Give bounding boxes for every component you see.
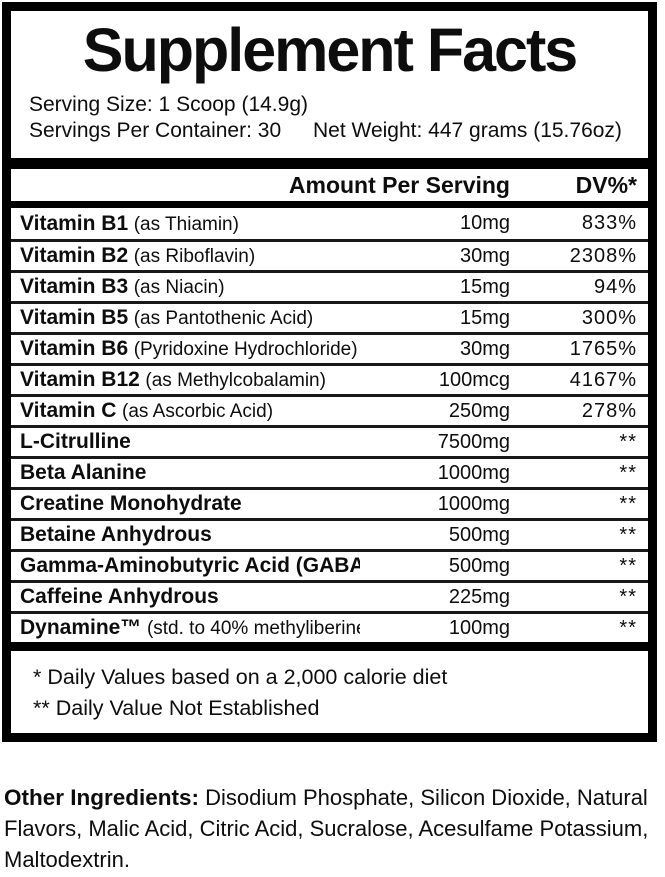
table-row: Vitamin B3 (as Niacin) 15mg 94% bbox=[11, 270, 648, 301]
ingredient-dv: 2308% bbox=[569, 244, 637, 267]
table-row: Vitamin B12 (as Methylcobalamin) 100mcg … bbox=[11, 363, 648, 394]
column-header-amount: Amount Per Serving bbox=[288, 171, 510, 198]
ingredient-amount: 10mg bbox=[459, 212, 510, 234]
ingredient-amount: 500mg bbox=[448, 523, 510, 546]
ingredient-name: L-Citrulline bbox=[20, 430, 131, 453]
ingredient-amount: 1000mg bbox=[437, 492, 510, 515]
divider-bar-footnote bbox=[11, 642, 648, 651]
servings-net-weight-line: Servings Per Container: 30 Net Weight: 4… bbox=[29, 118, 638, 144]
ingredient-name: Vitamin B12 (as Methylcobalamin) bbox=[20, 368, 326, 391]
ingredient-dv: ** bbox=[619, 461, 637, 484]
ingredient-name: Vitamin B6 (Pyridoxine Hydrochloride) bbox=[20, 337, 358, 360]
footnote-daily-values: * Daily Values based on a 2,000 calorie … bbox=[33, 665, 448, 689]
table-row: Vitamin B6 (Pyridoxine Hydrochloride) 30… bbox=[11, 332, 648, 363]
table-row: Caffeine Anhydrous 225mg ** bbox=[11, 580, 648, 611]
ingredient-name: Creatine Monohydrate bbox=[20, 492, 242, 515]
ingredient-dv: ** bbox=[619, 616, 637, 639]
ingredient-dv: ** bbox=[619, 430, 637, 453]
column-header-dv: DV%* bbox=[575, 171, 637, 198]
divider-bar-header-bottom bbox=[11, 201, 648, 208]
ingredient-amount: 30mg bbox=[459, 244, 510, 267]
ingredient-name: Beta Alanine bbox=[20, 461, 147, 484]
ingredient-amount: 30mg bbox=[459, 337, 510, 360]
other-ingredients-text: Disodium Phosphate, Silicon Dioxide, Nat… bbox=[4, 785, 649, 872]
panel-header: Supplement Facts Serving Size: 1 Scoop (… bbox=[11, 11, 648, 158]
ingredient-dv: 94% bbox=[593, 275, 637, 298]
ingredient-name: Vitamin B5 (as Pantothenic Acid) bbox=[20, 306, 314, 329]
ingredient-dv: ** bbox=[619, 585, 637, 608]
table-row: Vitamin B1 (as Thiamin) 10mg 833% bbox=[11, 208, 648, 239]
table-row: Vitamin C (as Ascorbic Acid) 250mg 278% bbox=[11, 394, 648, 425]
ingredient-name: Vitamin B3 (as Niacin) bbox=[20, 275, 225, 298]
table-row: Vitamin B5 (as Pantothenic Acid) 15mg 30… bbox=[11, 301, 648, 332]
ingredient-name: Gamma-Aminobutyric Acid (GABA) bbox=[20, 554, 360, 577]
table-row: Beta Alanine 1000mg ** bbox=[11, 456, 648, 487]
footnote-not-established: ** Daily Value Not Established bbox=[33, 696, 320, 720]
ingredient-amount: 1000mg bbox=[437, 461, 510, 484]
divider-bar-top bbox=[11, 158, 648, 169]
table-row: Gamma-Aminobutyric Acid (GABA) 500mg ** bbox=[11, 549, 648, 580]
table-row: Betaine Anhydrous 500mg ** bbox=[11, 518, 648, 549]
ingredient-amount: 7500mg bbox=[437, 430, 510, 453]
serving-size: Serving Size: 1 Scoop (14.9g) bbox=[29, 93, 308, 116]
other-ingredients-label: Other Ingredients: bbox=[4, 785, 200, 810]
servings-per-container: Servings Per Container: 30 bbox=[29, 119, 282, 142]
table-row: Dynamine™ (std. to 40% methyliberine 100… bbox=[11, 611, 648, 642]
ingredient-dv: ** bbox=[619, 554, 637, 577]
ingredient-dv: ** bbox=[619, 492, 637, 515]
ingredient-name: Dynamine™ (std. to 40% methyliberine bbox=[20, 616, 360, 639]
table-column-header: Amount Per Serving DV%* bbox=[11, 169, 648, 201]
table-row: Vitamin B2 (as Riboflavin) 30mg 2308% bbox=[11, 239, 648, 270]
ingredient-name: Vitamin B1 (as Thiamin) bbox=[20, 211, 239, 235]
footnotes: * Daily Values based on a 2,000 calorie … bbox=[11, 651, 648, 733]
ingredient-dv: 278% bbox=[581, 399, 637, 422]
table-row: L-Citrulline 7500mg ** bbox=[11, 425, 648, 456]
ingredient-amount: 15mg bbox=[459, 275, 510, 298]
ingredient-amount: 15mg bbox=[459, 306, 510, 329]
supplement-facts-panel: Supplement Facts Serving Size: 1 Scoop (… bbox=[2, 2, 657, 742]
ingredient-name: Vitamin C (as Ascorbic Acid) bbox=[20, 399, 274, 422]
ingredient-dv: 833% bbox=[581, 212, 637, 234]
ingredient-amount: 100mg bbox=[448, 616, 510, 639]
ingredient-dv: 300% bbox=[581, 306, 637, 329]
panel-title: Supplement Facts bbox=[82, 16, 578, 84]
net-weight: Net Weight: 447 grams (15.76oz) bbox=[312, 119, 622, 142]
ingredient-amount: 500mg bbox=[448, 554, 510, 577]
ingredient-dv: 4167% bbox=[569, 368, 637, 391]
ingredient-name: Vitamin B2 (as Riboflavin) bbox=[20, 244, 256, 267]
ingredient-amount: 250mg bbox=[448, 399, 510, 422]
ingredient-name: Caffeine Anhydrous bbox=[20, 585, 219, 608]
ingredient-dv: ** bbox=[619, 523, 637, 546]
table-rows: Vitamin B1 (as Thiamin) 10mg 833% Vitami… bbox=[11, 208, 648, 642]
ingredient-amount: 225mg bbox=[448, 585, 510, 608]
ingredient-amount: 100mcg bbox=[438, 368, 510, 391]
other-ingredients: Other Ingredients: Disodium Phosphate, S… bbox=[4, 782, 659, 875]
table-row: Creatine Monohydrate 1000mg ** bbox=[11, 487, 648, 518]
ingredient-name: Betaine Anhydrous bbox=[20, 523, 212, 546]
ingredient-dv: 1765% bbox=[569, 337, 637, 360]
